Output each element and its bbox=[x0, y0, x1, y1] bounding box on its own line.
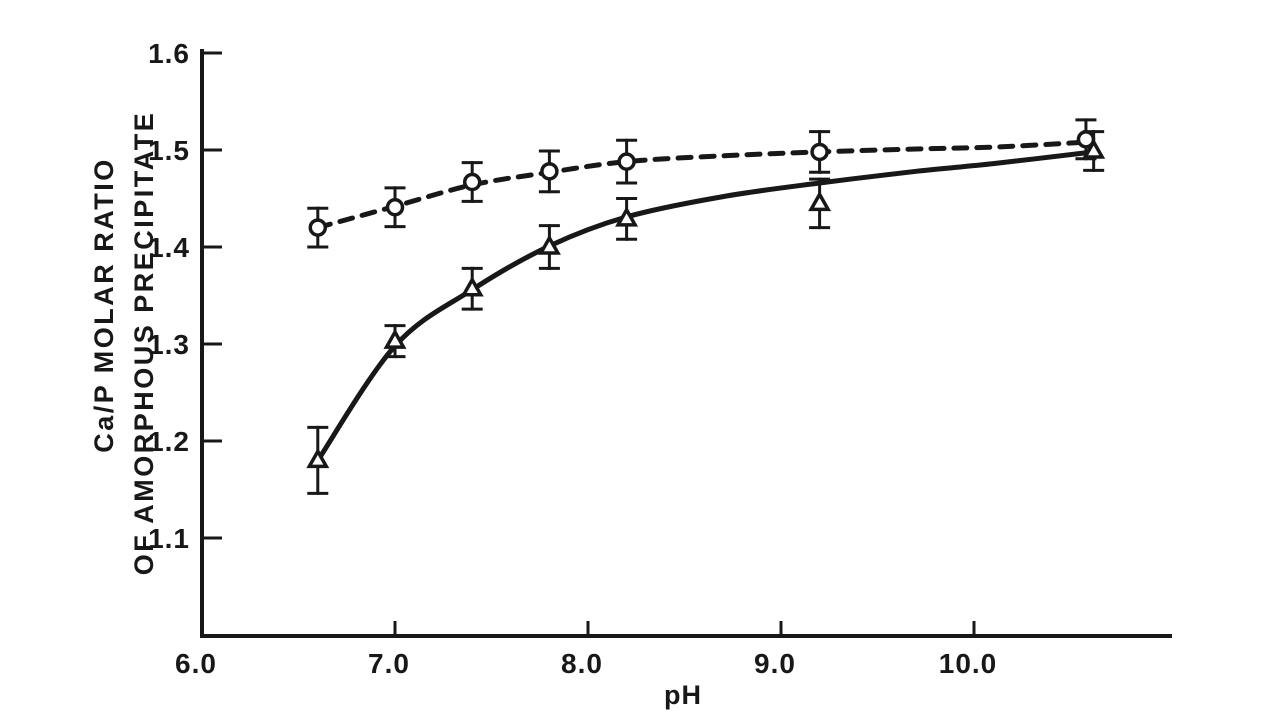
data-point-triangle-marker bbox=[383, 328, 407, 349]
data-point-circle-marker bbox=[462, 172, 482, 192]
data-point-triangle-marker bbox=[1082, 138, 1106, 159]
data-point-triangle-marker bbox=[460, 276, 484, 297]
data-point-circle-marker bbox=[617, 152, 636, 171]
data-point-circle-marker bbox=[810, 142, 829, 162]
series-open-circles bbox=[307, 118, 1097, 249]
y-axis-title-line1: Ca/P MOLAR RATIO bbox=[89, 157, 119, 453]
y-axis-title-line2: OF AMORPHOUS PRECIPITATE bbox=[129, 111, 159, 576]
plot-area: 1.1 1.2 1.3 1.4 1.5 1.6 6.0 7.0 8.0 9.0 10.0 bbox=[148, 38, 1172, 679]
x-tick-label: 6.0 bbox=[175, 648, 217, 679]
y-tick-label: 1.4 bbox=[148, 232, 190, 263]
data-point-circle-marker bbox=[308, 218, 328, 237]
y-tick-label: 1.2 bbox=[148, 426, 190, 457]
data-point-circle-marker bbox=[385, 197, 405, 217]
y-tick-label: 1.1 bbox=[148, 523, 190, 554]
data-point-triangle-marker bbox=[537, 234, 561, 255]
series-open-triangles bbox=[306, 130, 1106, 495]
series-open-circles-curve bbox=[315, 139, 1089, 231]
data-point-triangle-marker bbox=[306, 447, 330, 469]
x-tick-label: 7.0 bbox=[368, 648, 410, 679]
y-tick-label: 1.5 bbox=[148, 135, 190, 166]
data-point-triangle-marker bbox=[615, 206, 639, 227]
data-point-circle-marker bbox=[540, 162, 559, 181]
y-tick-label: 1.6 bbox=[148, 38, 190, 69]
series-open-triangles-curve bbox=[315, 149, 1097, 463]
x-axis-title: pH bbox=[664, 680, 702, 710]
axis-lines bbox=[200, 49, 1172, 638]
x-tick-label: 8.0 bbox=[561, 648, 603, 679]
x-tick-label: 9.0 bbox=[754, 648, 796, 679]
x-tick-label: 10.0 bbox=[939, 648, 998, 679]
data-point-triangle-marker bbox=[808, 190, 832, 212]
y-tick-label: 1.3 bbox=[148, 329, 190, 360]
